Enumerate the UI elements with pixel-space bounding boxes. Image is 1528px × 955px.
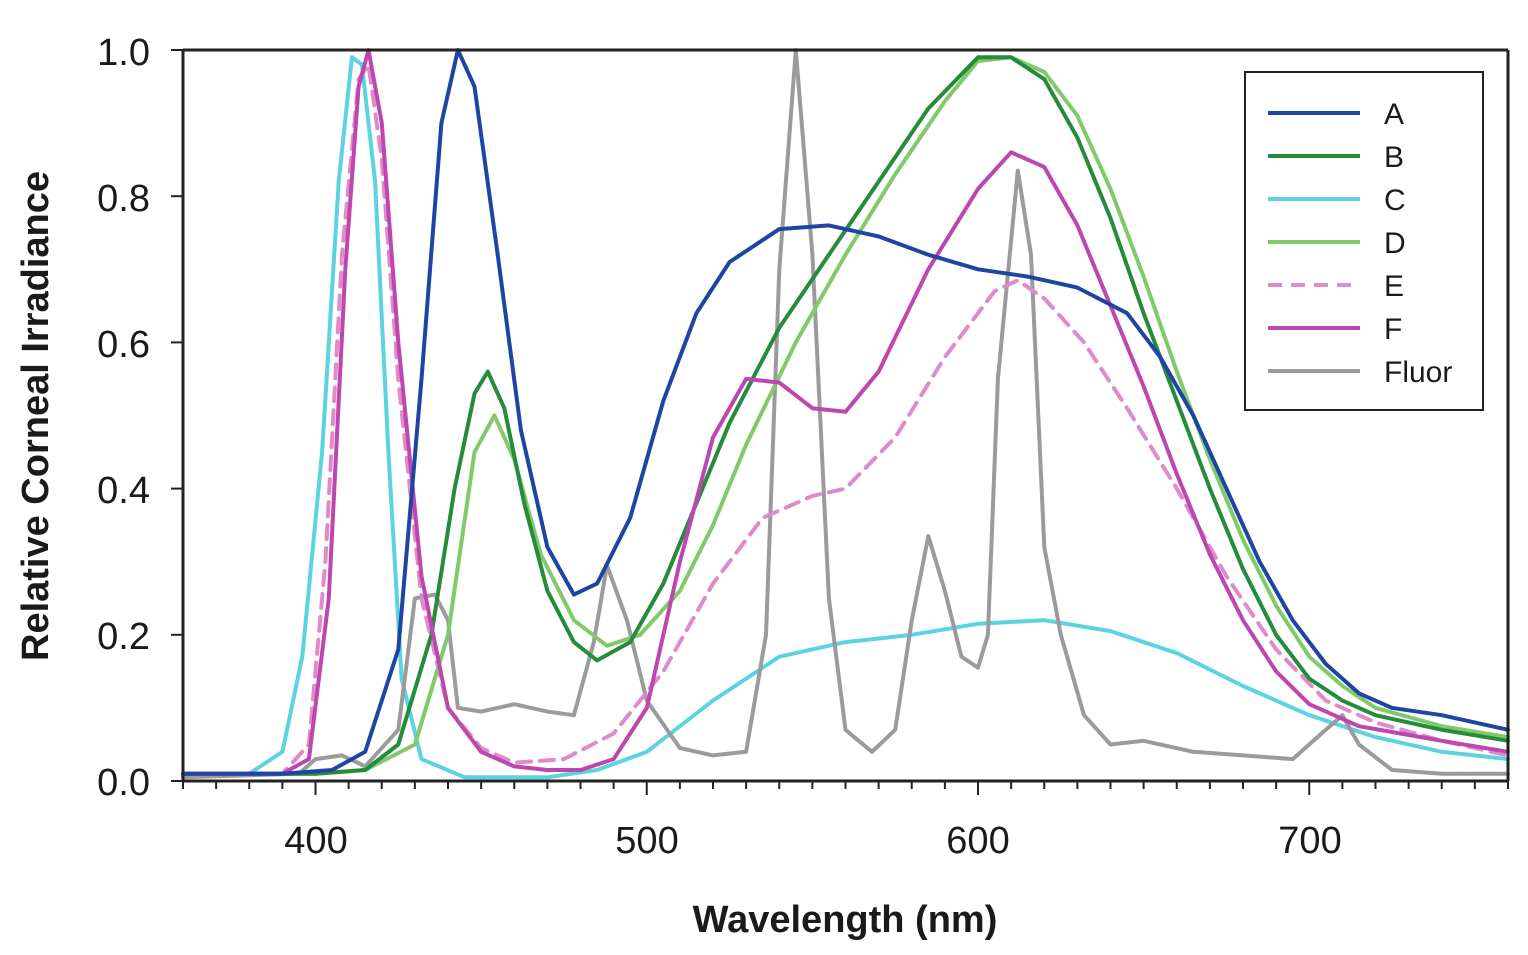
legend-label-f: F xyxy=(1384,313,1402,346)
x-tick-label: 500 xyxy=(615,820,678,862)
series-line-c xyxy=(181,55,1510,780)
series-line-a xyxy=(181,48,1510,776)
series-line-f xyxy=(181,48,1510,776)
legend-label-b: B xyxy=(1384,141,1404,174)
y-tick-label: 0.4 xyxy=(97,470,150,512)
y-tick-label: 0.6 xyxy=(97,324,150,366)
legend-label-a: A xyxy=(1384,98,1404,131)
legend-label-c: C xyxy=(1384,184,1406,217)
legend-label-e: E xyxy=(1384,270,1404,303)
x-tick-label: 700 xyxy=(1278,820,1341,862)
x-tick-label: 400 xyxy=(284,820,347,862)
y-tick-label: 1.0 xyxy=(97,32,150,74)
y-tick-label: 0.2 xyxy=(97,616,150,658)
legend-items xyxy=(1268,111,1360,373)
y-tick-label: 0.0 xyxy=(97,762,150,804)
series-line-fluor xyxy=(181,48,1510,780)
legend-label-d: D xyxy=(1384,227,1406,260)
y-tick-label: 0.8 xyxy=(97,178,150,220)
series-line-b xyxy=(181,55,1510,776)
series-layer xyxy=(181,48,1510,780)
series-line-d xyxy=(181,55,1510,776)
x-axis-title: Wavelength (nm) xyxy=(693,899,998,941)
legend-label-fluor: Fluor xyxy=(1384,356,1452,389)
x-tick-label: 600 xyxy=(946,820,1009,862)
legend: A B C D E F Fluor xyxy=(1244,71,1484,411)
y-axis-title: Relative Corneal Irradiance xyxy=(15,171,57,661)
tick-layer xyxy=(171,49,1509,795)
